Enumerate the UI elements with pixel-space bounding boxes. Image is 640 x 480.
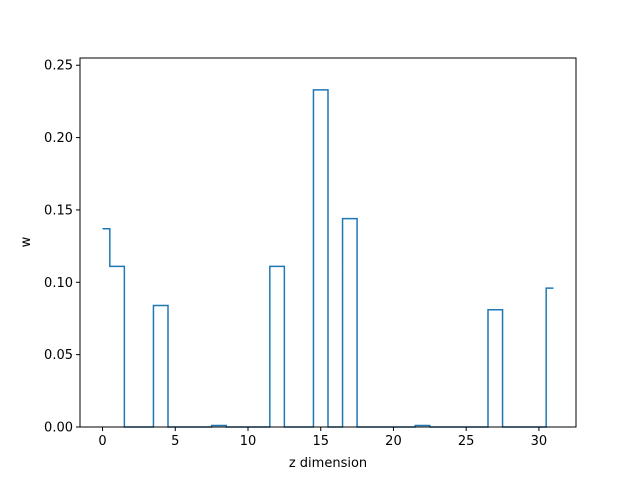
y-axis: 0.00 0.05 0.10 0.15 0.20 0.25	[44, 59, 80, 436]
x-tick-label: 15	[312, 434, 329, 449]
x-tick-label: 0	[98, 434, 106, 449]
axes-frame	[79, 57, 577, 428]
series-step-line	[102, 89, 554, 428]
x-tick-label: 25	[458, 434, 475, 449]
y-tick-label: 0.10	[44, 276, 73, 291]
x-tick-label: 30	[531, 434, 548, 449]
y-axis-label: w	[19, 236, 34, 247]
x-axis: 0 5 10 15 20 25 30	[98, 427, 547, 449]
x-tick-label: 10	[240, 434, 257, 449]
x-axis-label: z dimension	[289, 456, 367, 471]
y-tick-label: 0.25	[44, 59, 73, 74]
y-tick-label: 0.05	[44, 348, 73, 363]
y-tick-label: 0.20	[44, 131, 73, 146]
y-tick-label: 0.15	[44, 203, 73, 218]
x-tick-label: 5	[171, 434, 179, 449]
y-tick-label: 0.00	[44, 421, 73, 436]
plot-area	[79, 57, 577, 428]
x-tick-label: 20	[385, 434, 402, 449]
